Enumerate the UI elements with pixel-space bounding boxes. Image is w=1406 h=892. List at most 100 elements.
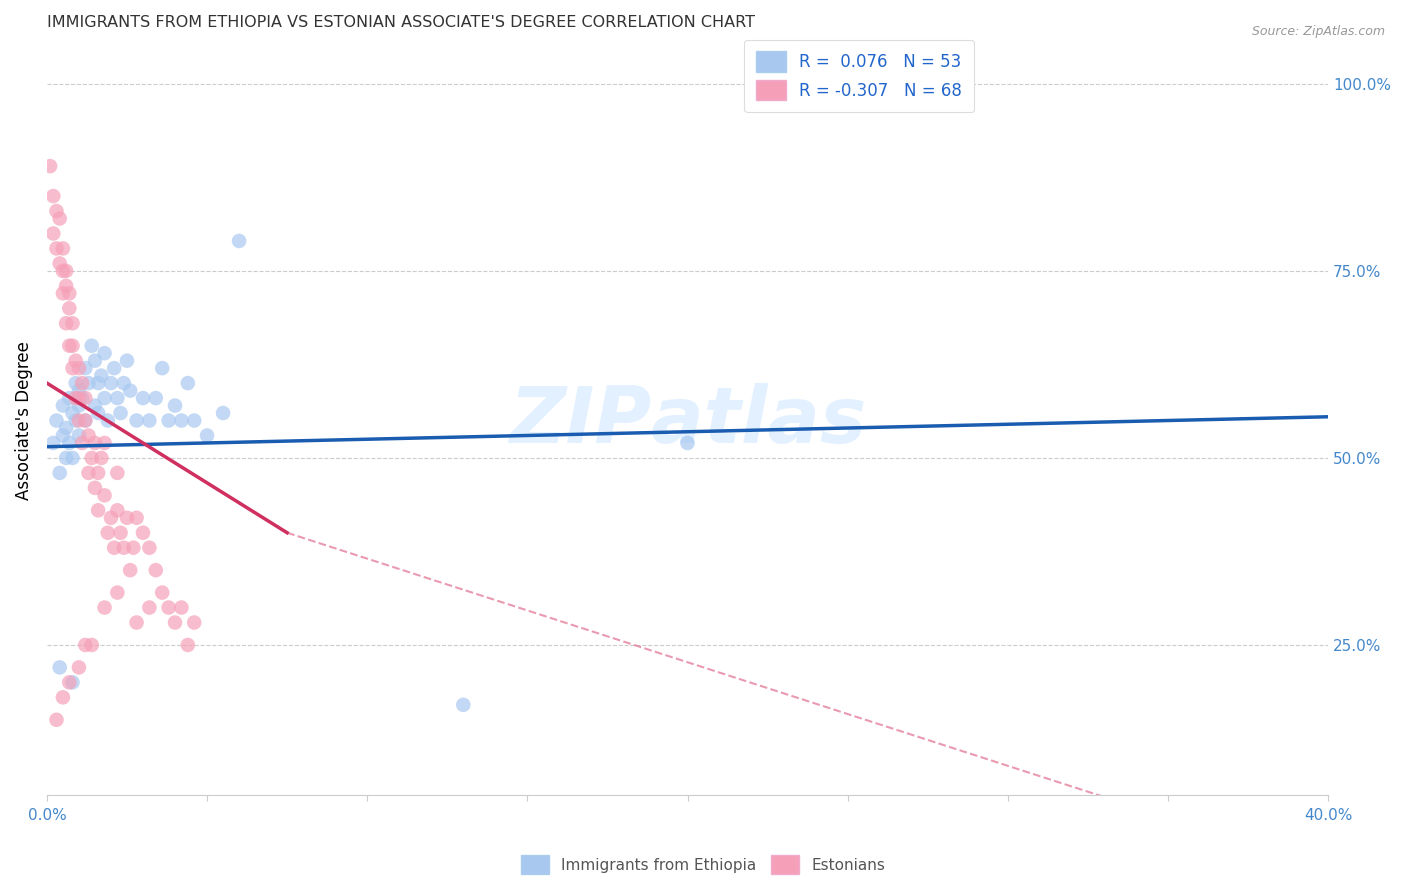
Point xyxy=(52,242,75,256)
Point xyxy=(67,391,90,405)
Point xyxy=(195,428,218,442)
Point xyxy=(90,368,112,383)
Point xyxy=(67,384,90,398)
Point xyxy=(676,436,699,450)
Point xyxy=(75,391,97,405)
Point xyxy=(163,615,186,630)
Point xyxy=(75,638,97,652)
Point xyxy=(145,391,167,405)
Point xyxy=(84,481,107,495)
Point xyxy=(55,264,77,278)
Point xyxy=(170,600,193,615)
Point xyxy=(77,428,100,442)
Point xyxy=(84,353,107,368)
Point xyxy=(52,399,75,413)
Point xyxy=(125,413,148,427)
Point xyxy=(77,376,100,390)
Point xyxy=(52,428,75,442)
Text: Source: ZipAtlas.com: Source: ZipAtlas.com xyxy=(1251,25,1385,38)
Legend: Immigrants from Ethiopia, Estonians: Immigrants from Ethiopia, Estonians xyxy=(515,849,891,880)
Point xyxy=(105,466,128,480)
Point xyxy=(145,563,167,577)
Point xyxy=(70,391,93,405)
Point xyxy=(58,301,80,316)
Point xyxy=(115,353,138,368)
Point xyxy=(42,436,65,450)
Point xyxy=(75,361,97,376)
Point xyxy=(120,563,142,577)
Point xyxy=(125,615,148,630)
Point xyxy=(103,361,125,376)
Point xyxy=(55,278,77,293)
Point xyxy=(87,466,110,480)
Point xyxy=(55,450,77,465)
Point xyxy=(77,466,100,480)
Point xyxy=(75,413,97,427)
Legend: R =  0.076   N = 53, R = -0.307   N = 68: R = 0.076 N = 53, R = -0.307 N = 68 xyxy=(744,40,974,112)
Point xyxy=(52,690,75,705)
Point xyxy=(90,450,112,465)
Point xyxy=(120,384,142,398)
Point xyxy=(58,286,80,301)
Text: IMMIGRANTS FROM ETHIOPIA VS ESTONIAN ASSOCIATE'S DEGREE CORRELATION CHART: IMMIGRANTS FROM ETHIOPIA VS ESTONIAN ASS… xyxy=(46,15,755,30)
Point xyxy=(48,466,70,480)
Point xyxy=(100,376,122,390)
Point xyxy=(42,227,65,241)
Point xyxy=(67,428,90,442)
Point xyxy=(58,339,80,353)
Point xyxy=(100,510,122,524)
Point xyxy=(105,503,128,517)
Point xyxy=(52,286,75,301)
Point xyxy=(115,510,138,524)
Point xyxy=(150,361,173,376)
Point xyxy=(80,450,103,465)
Point xyxy=(84,399,107,413)
Point xyxy=(132,525,155,540)
Point xyxy=(48,211,70,226)
Point xyxy=(157,600,180,615)
Point xyxy=(58,675,80,690)
Point xyxy=(67,413,90,427)
Point xyxy=(228,234,250,248)
Point xyxy=(93,391,115,405)
Point xyxy=(105,391,128,405)
Point xyxy=(45,413,67,427)
Point xyxy=(93,600,115,615)
Point xyxy=(62,675,84,690)
Point xyxy=(80,339,103,353)
Point xyxy=(97,525,120,540)
Point xyxy=(62,361,84,376)
Point xyxy=(453,698,475,712)
Point xyxy=(75,413,97,427)
Point xyxy=(212,406,235,420)
Point xyxy=(138,600,160,615)
Point xyxy=(62,450,84,465)
Point xyxy=(93,488,115,502)
Point xyxy=(122,541,145,555)
Point xyxy=(70,436,93,450)
Point xyxy=(62,406,84,420)
Point xyxy=(97,413,120,427)
Point xyxy=(45,242,67,256)
Point xyxy=(65,376,87,390)
Point xyxy=(45,204,67,219)
Point xyxy=(39,159,62,173)
Point xyxy=(42,189,65,203)
Point xyxy=(138,541,160,555)
Point xyxy=(58,436,80,450)
Point xyxy=(65,391,87,405)
Point xyxy=(132,391,155,405)
Text: ZIP​atlas: ZIP​atlas xyxy=(509,383,866,458)
Point xyxy=(67,660,90,674)
Point xyxy=(80,638,103,652)
Point xyxy=(62,316,84,330)
Point xyxy=(157,413,180,427)
Point xyxy=(67,361,90,376)
Point xyxy=(150,585,173,599)
Point xyxy=(55,421,77,435)
Point xyxy=(65,353,87,368)
Point xyxy=(87,503,110,517)
Point xyxy=(112,376,135,390)
Point xyxy=(110,406,132,420)
Point xyxy=(125,510,148,524)
